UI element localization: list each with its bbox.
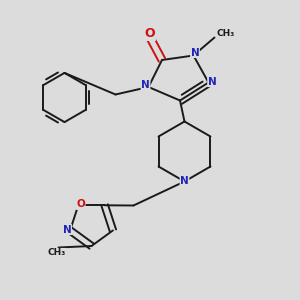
Text: N: N [180, 176, 189, 187]
Text: CH₃: CH₃ [48, 248, 66, 257]
Text: N: N [63, 225, 71, 235]
Text: O: O [145, 27, 155, 40]
Text: N: N [190, 47, 200, 58]
Text: N: N [141, 80, 150, 91]
Text: O: O [76, 200, 85, 209]
Text: CH₃: CH₃ [217, 29, 235, 38]
Text: N: N [208, 76, 217, 87]
